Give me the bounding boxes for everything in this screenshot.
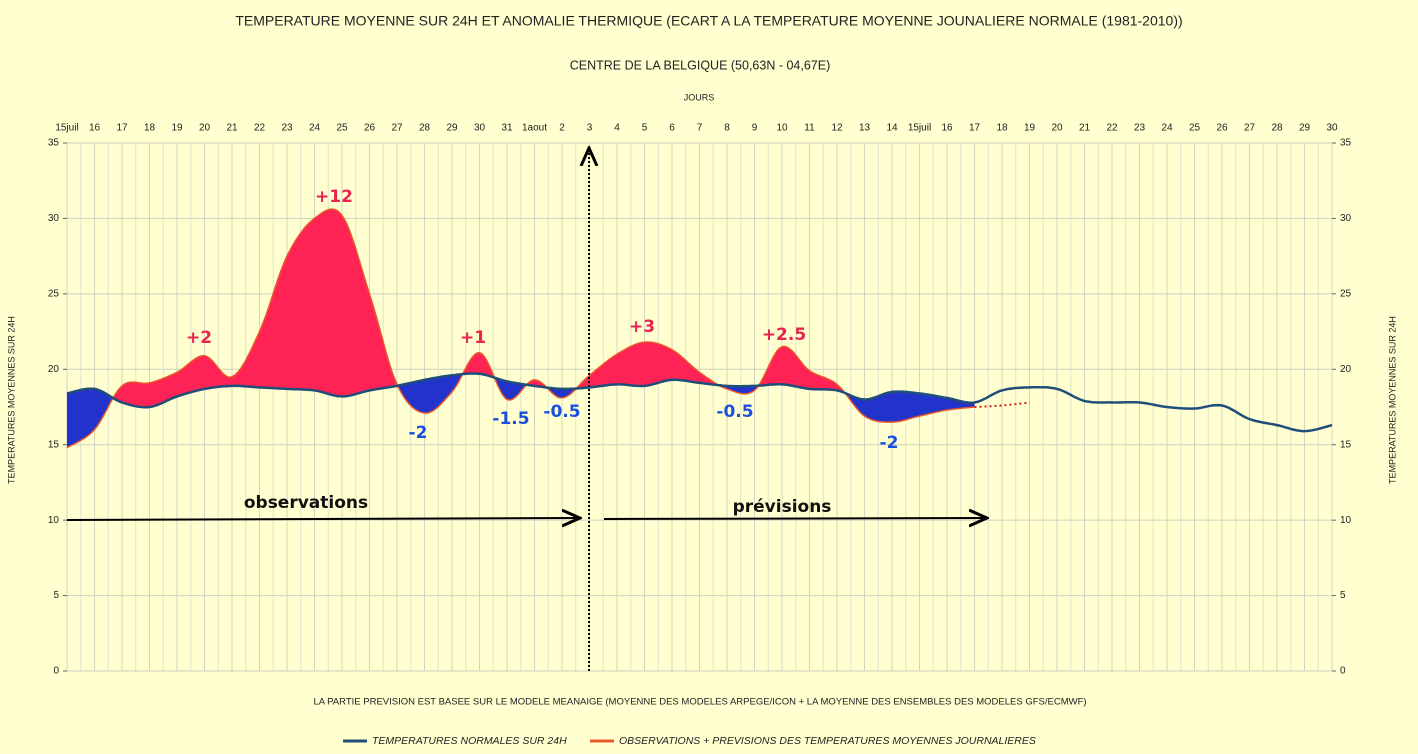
x-tick-label: 10 — [776, 123, 788, 134]
footnote: LA PARTIE PREVISION EST BASEE SUR LE MOD… — [313, 697, 1086, 708]
anomaly-area — [67, 388, 113, 448]
y-tick-label: 15 — [48, 439, 60, 450]
x-tick-label: 26 — [1216, 123, 1228, 134]
y2-tick-label: 10 — [1340, 515, 1352, 526]
y-axis-title: TEMPERATURES MOYENNES SUR 24H — [6, 316, 16, 484]
x-tick-label: 25 — [336, 123, 348, 134]
x-tick-label: 19 — [171, 123, 183, 134]
x-tick-label: 22 — [254, 123, 266, 134]
x-tick-label: 24 — [1161, 123, 1173, 134]
y-tick-label: 25 — [48, 288, 60, 299]
x-tick-label: 27 — [391, 123, 403, 134]
anomaly-area — [462, 352, 495, 378]
legend-label: TEMPERATURES NORMALES SUR 24H — [372, 735, 567, 747]
x-tick-label: 20 — [1051, 123, 1063, 134]
x-tick-label: 8 — [724, 123, 730, 134]
x-tick-label: 3 — [587, 123, 593, 134]
y-tick-label: 30 — [48, 213, 60, 224]
y2-tick-label: 0 — [1340, 666, 1346, 677]
annotation: +2 — [186, 328, 212, 348]
x-tick-label: 18 — [144, 123, 156, 134]
x-tick-label: 29 — [1299, 123, 1311, 134]
anomaly-area — [718, 385, 759, 394]
anomaly-area — [113, 209, 398, 408]
annotation: +2.5 — [762, 325, 806, 345]
x-tick-label: 23 — [1134, 123, 1146, 134]
x-tick-label: 29 — [446, 123, 458, 134]
annotation: -1.5 — [492, 409, 529, 429]
series-line — [66, 208, 975, 449]
y2-axis-title: TEMPERATURES MOYENNES SUR 24H — [1387, 316, 1397, 484]
annotation: -0.5 — [716, 402, 753, 422]
x-tick-label: 15juil — [908, 123, 931, 134]
y2-tick-label: 5 — [1340, 590, 1346, 601]
x-tick-label: 18 — [996, 123, 1008, 134]
x-tick-label: 12 — [831, 123, 843, 134]
annotation: +1 — [460, 328, 486, 348]
y2-tick-label: 25 — [1340, 288, 1352, 299]
x-tick-label: 11 — [804, 123, 815, 134]
x-tick-label: 1aout — [522, 123, 547, 134]
x-tick-label: 7 — [697, 123, 703, 134]
x-tick-label: 17 — [116, 123, 128, 134]
chart-title: TEMPERATURE MOYENNE SUR 24H ET ANOMALIE … — [235, 13, 1182, 29]
x-axis-title: JOURS — [684, 92, 715, 102]
x-tick-label: 5 — [642, 123, 648, 134]
y2-tick-label: 20 — [1340, 364, 1352, 375]
legend-label: OBSERVATIONS + PREVISIONS DES TEMPERATUR… — [619, 735, 1036, 747]
y-tick-label: 10 — [48, 515, 60, 526]
x-tick-label: 6 — [669, 123, 675, 134]
x-tick-label: 17 — [969, 123, 981, 134]
y2-tick-label: 30 — [1340, 213, 1352, 224]
x-tick-label: 19 — [1024, 123, 1036, 134]
x-tick-label: 9 — [752, 123, 758, 134]
anomaly-area — [576, 342, 719, 389]
x-tick-label: 25 — [1189, 123, 1201, 134]
x-tick-label: 14 — [886, 123, 898, 134]
y-tick-label: 0 — [53, 666, 59, 677]
y-tick-label: 20 — [48, 364, 60, 375]
x-tick-label: 16 — [89, 123, 101, 134]
x-tick-label: 16 — [941, 123, 953, 134]
x-tick-label: 27 — [1244, 123, 1256, 134]
annotation: observations — [244, 493, 368, 513]
anomaly-area — [758, 346, 845, 393]
annotation: -0.5 — [543, 402, 580, 422]
anomaly-area — [844, 391, 975, 423]
x-tick-label: 4 — [614, 123, 620, 134]
annotation: +3 — [629, 317, 655, 337]
x-tick-label: 26 — [364, 123, 376, 134]
forecast-arrow — [603, 518, 985, 519]
x-tick-label: 23 — [281, 123, 293, 134]
y2-tick-label: 15 — [1340, 439, 1352, 450]
x-tick-label: 21 — [1079, 123, 1091, 134]
x-tick-label: 13 — [859, 123, 871, 134]
x-tick-label: 31 — [501, 123, 513, 134]
x-tick-label: 2 — [559, 123, 565, 134]
x-tick-label: 30 — [474, 123, 486, 134]
annotation: prévisions — [733, 497, 832, 517]
annotation: -2 — [409, 423, 428, 443]
observations-arrow — [66, 518, 578, 520]
x-tick-label: 21 — [226, 123, 238, 134]
chart-subtitle: CENTRE DE LA BELGIQUE (50,63N - 04,67E) — [570, 58, 831, 72]
annotation: +12 — [315, 187, 353, 207]
annotation: -2 — [880, 433, 899, 453]
x-tick-label: 30 — [1326, 123, 1338, 134]
x-tick-label: 24 — [309, 123, 321, 134]
x-tick-label: 22 — [1106, 123, 1118, 134]
series-line — [66, 372, 1333, 433]
x-tick-label: 20 — [199, 123, 211, 134]
y-tick-label: 35 — [48, 138, 60, 149]
y-tick-label: 5 — [53, 590, 59, 601]
x-tick-label: 28 — [419, 123, 431, 134]
anomaly-area — [546, 387, 577, 398]
x-tick-label: 28 — [1271, 123, 1283, 134]
y2-tick-label: 35 — [1340, 138, 1352, 149]
anomaly-area — [397, 374, 463, 414]
x-tick-label: 15juil — [55, 123, 78, 134]
